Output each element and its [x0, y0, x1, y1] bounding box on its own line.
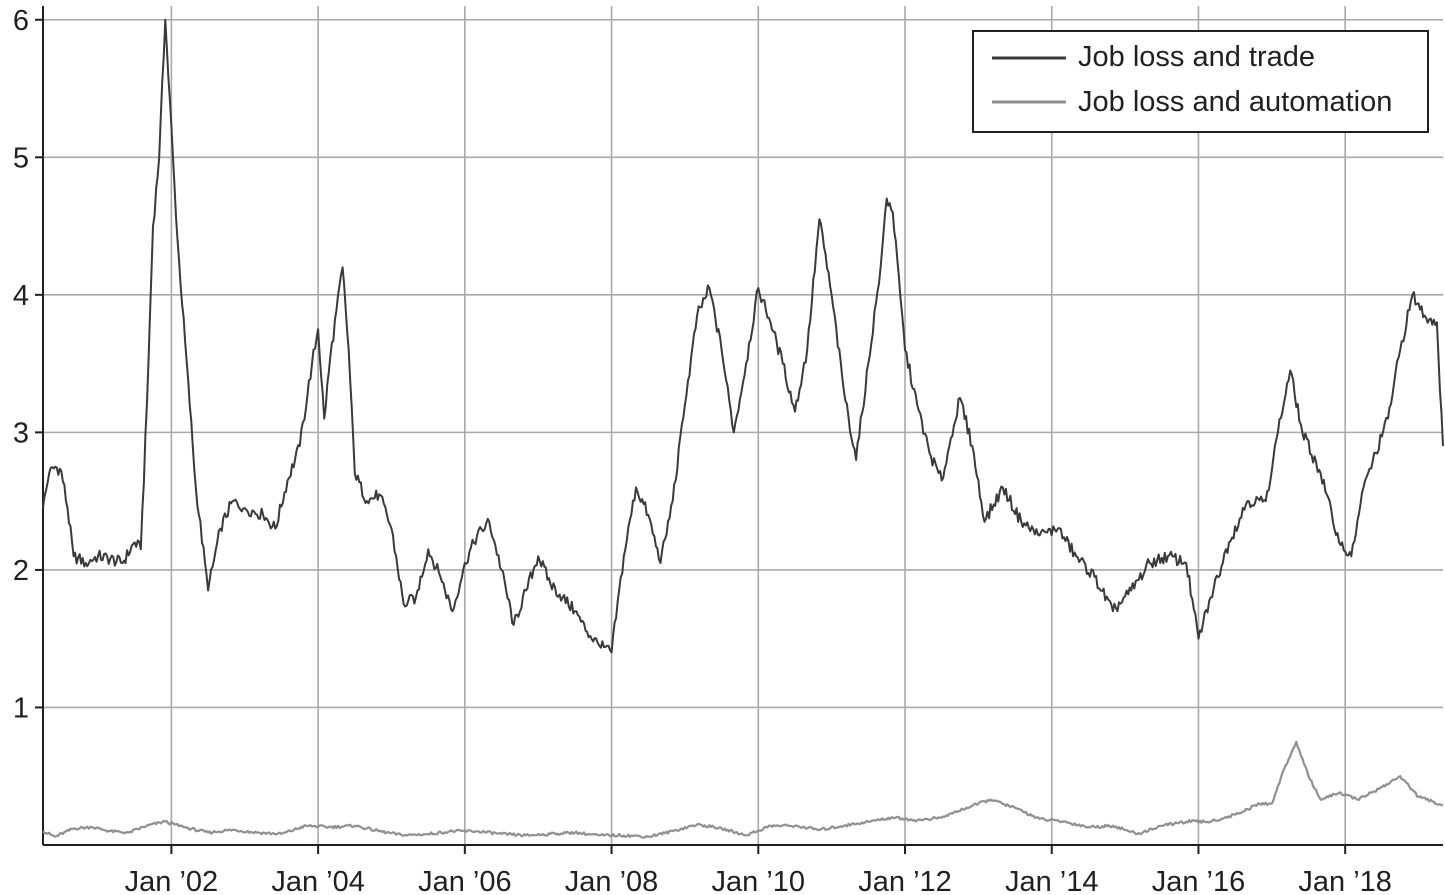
- legend: Job loss and trade Job loss and automati…: [972, 30, 1429, 133]
- x-tick-label: Jan ’08: [565, 866, 659, 895]
- y-tick-label: 6: [13, 5, 29, 37]
- x-tick-label: Jan ’10: [712, 866, 806, 895]
- series-line-trade: [42, 18, 1444, 654]
- x-tick-label: Jan ’14: [1005, 866, 1099, 895]
- x-tick-label: Jan ’02: [125, 866, 219, 895]
- x-tick-label: Jan ’16: [1152, 866, 1246, 895]
- x-tick-label: Jan ’18: [1298, 866, 1392, 895]
- series-layer: [42, 18, 1444, 839]
- legend-label-automation: Job loss and automation: [1078, 86, 1392, 118]
- grid-lines: [43, 6, 1443, 845]
- tick-labels: 1 2 3 4 5 6 Jan ’02 Jan ’04 Jan ’06 Jan ’08 Jan ’1…: [13, 5, 1392, 895]
- x-tick-label: Jan ’06: [418, 866, 512, 895]
- x-tick-label: Jan ’12: [858, 866, 952, 895]
- axes: [35, 6, 1443, 854]
- y-tick-label: 1: [13, 692, 29, 724]
- legend-box: [972, 30, 1429, 133]
- x-tick-label: Jan ’04: [271, 866, 365, 895]
- y-tick-label: 4: [13, 280, 29, 312]
- legend-label-trade: Job loss and trade: [1078, 41, 1315, 73]
- y-tick-label: 5: [13, 142, 29, 174]
- series-line-automation: [42, 740, 1443, 839]
- y-tick-label: 2: [13, 555, 29, 587]
- y-tick-label: 3: [13, 417, 29, 449]
